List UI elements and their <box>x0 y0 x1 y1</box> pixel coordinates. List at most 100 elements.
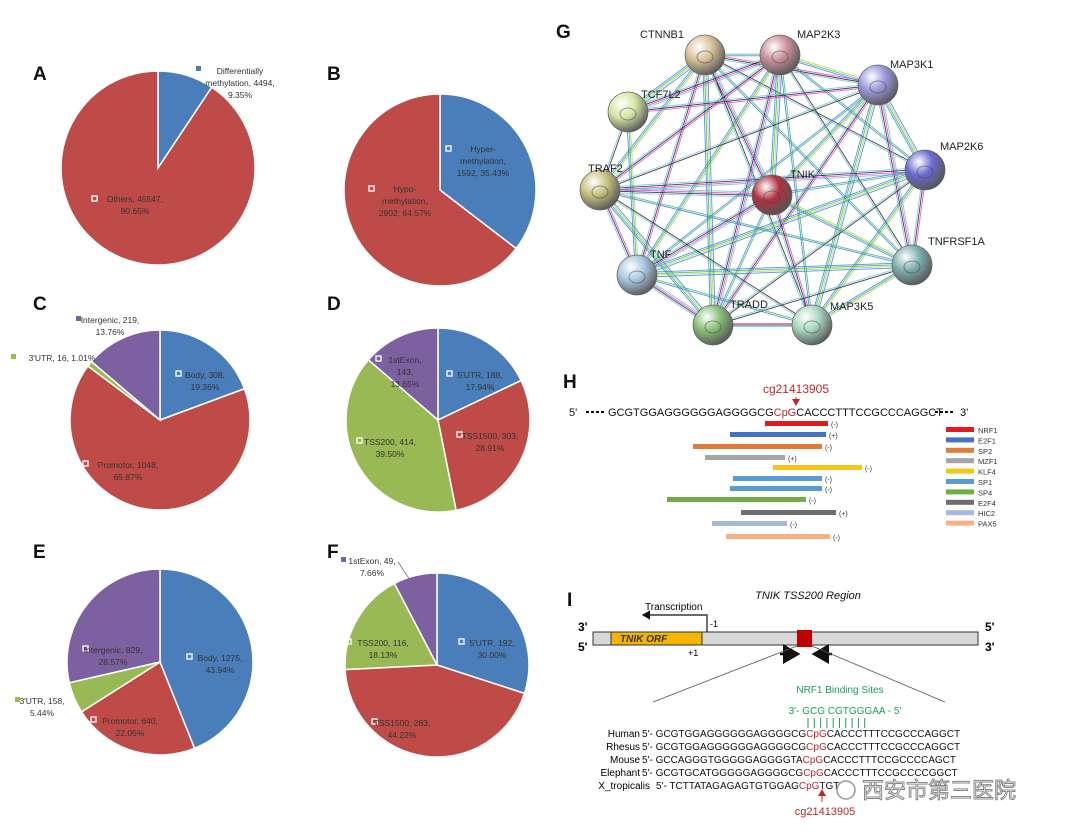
legend-label: HIC2 <box>978 509 995 518</box>
panel-label: E <box>33 542 46 563</box>
label-marker <box>15 697 20 702</box>
network-edge <box>637 196 774 278</box>
species-name: Mouse <box>610 755 640 766</box>
network-node <box>692 304 734 346</box>
seq-part: CACCCTTTCCGCCCAGGCT <box>827 742 960 753</box>
species-seq: 5'- GCGTGGAGGGGGGAGGGGCGCpGCACCCTTTCCGCC… <box>642 742 960 753</box>
cpg-site: cg21413905 <box>795 806 856 818</box>
binding-site <box>705 455 785 460</box>
network-edge <box>636 275 812 327</box>
legend-swatch <box>946 447 974 453</box>
slice-label: 30.00% <box>478 650 507 660</box>
binding-site <box>726 534 830 539</box>
slice-label: 1592, 35.43% <box>457 168 510 178</box>
network-edge <box>636 193 772 275</box>
slice-label: Intergenic, 219, <box>81 315 140 325</box>
slice-label: 5.44% <box>30 708 55 718</box>
seq-part: TCTTATAGAGAGTGTGGAG <box>669 781 799 792</box>
slice-label: 19.36% <box>191 382 220 392</box>
pie-slice <box>437 379 531 512</box>
network-edge <box>635 192 772 274</box>
node-structure <box>916 165 934 179</box>
node-label: MAP2K3 <box>797 29 840 41</box>
slice-label: methylation, 4494, <box>205 78 274 88</box>
transcription-arrow <box>641 610 708 632</box>
pie-slice <box>159 329 246 422</box>
network-edge <box>600 85 879 192</box>
network-edge <box>712 168 925 325</box>
watermark-icon <box>836 780 856 800</box>
network-edge <box>600 189 714 325</box>
binding-site <box>733 476 822 481</box>
slice-label: 5'UTR, 192, <box>469 638 514 648</box>
node-label: TRAF2 <box>588 163 623 175</box>
network-edge <box>638 55 707 276</box>
label-marker <box>368 185 375 192</box>
network-edge <box>600 187 773 194</box>
slice-label: Body, 1275, <box>198 653 243 663</box>
network-edge <box>773 194 814 325</box>
panel-label: C <box>33 294 47 315</box>
label-marker <box>446 370 453 377</box>
slice-label: Hyper- <box>470 144 496 154</box>
legend-label: MZF1 <box>978 457 998 466</box>
binding-site <box>741 510 836 515</box>
pie-slice <box>69 365 251 511</box>
label-marker <box>186 653 193 660</box>
three-prime: 3' <box>960 407 968 419</box>
network-edge <box>771 84 879 196</box>
network-edge <box>637 170 926 277</box>
label-marker <box>456 431 463 438</box>
nrf1-seq: 3'- GCG CGTGGGAA - 5' <box>789 706 902 717</box>
network-edge <box>636 263 912 275</box>
network-edge <box>773 55 783 196</box>
network-edge <box>705 54 715 325</box>
network-edge <box>637 266 913 278</box>
network-edge <box>705 54 774 195</box>
node-structure <box>619 107 637 121</box>
legend-label: SP2 <box>978 447 992 456</box>
network-edge <box>702 55 712 326</box>
zoom-line <box>652 645 798 703</box>
pie-slice <box>393 572 438 666</box>
leader-line <box>397 561 411 581</box>
legend-swatch <box>946 479 974 484</box>
species-seq: 5'- GCCAGGGTGGGGGAGGGGTACpGCACCCTTTCCGCC… <box>642 755 956 766</box>
network-edge <box>599 54 706 191</box>
seq-part: CpG <box>806 742 827 753</box>
strand-label: (-) <box>825 445 832 452</box>
slice-label: TSS1500, 303, <box>462 431 519 441</box>
seq-part: CACCCTTTCCGCCCCGGCT <box>824 768 958 779</box>
network-edge <box>811 169 926 326</box>
network-edge <box>628 56 782 115</box>
binding-site <box>730 486 822 491</box>
pie-slice <box>159 568 254 750</box>
legend-label: SP1 <box>978 478 992 487</box>
slice-label: Hypo- <box>394 184 417 194</box>
network-edge <box>627 53 780 112</box>
node-structure <box>591 185 609 199</box>
legend-swatch <box>946 499 974 505</box>
pie-slice <box>343 93 518 287</box>
network-edge <box>599 190 812 327</box>
network-node <box>791 304 833 346</box>
slice-label: 44.22% <box>388 730 417 740</box>
node-label: TNF <box>650 249 672 261</box>
label-marker <box>90 716 97 723</box>
slice-label: 1stExon, <box>388 355 421 365</box>
node-structure <box>803 320 821 334</box>
network-node <box>904 149 946 191</box>
slice-label: 28.91% <box>476 443 505 453</box>
network-edge <box>779 55 925 171</box>
node-structure <box>696 50 714 64</box>
panel-label: I <box>567 590 572 611</box>
network-edge <box>772 55 782 196</box>
seq-part: 5'- <box>642 768 656 779</box>
slice-label: Others, 45547, <box>107 194 163 204</box>
network-edge <box>599 190 772 197</box>
legend-swatch <box>946 468 974 474</box>
network-edge <box>599 83 878 190</box>
legend-swatch <box>946 427 974 432</box>
network-edge <box>712 263 912 325</box>
